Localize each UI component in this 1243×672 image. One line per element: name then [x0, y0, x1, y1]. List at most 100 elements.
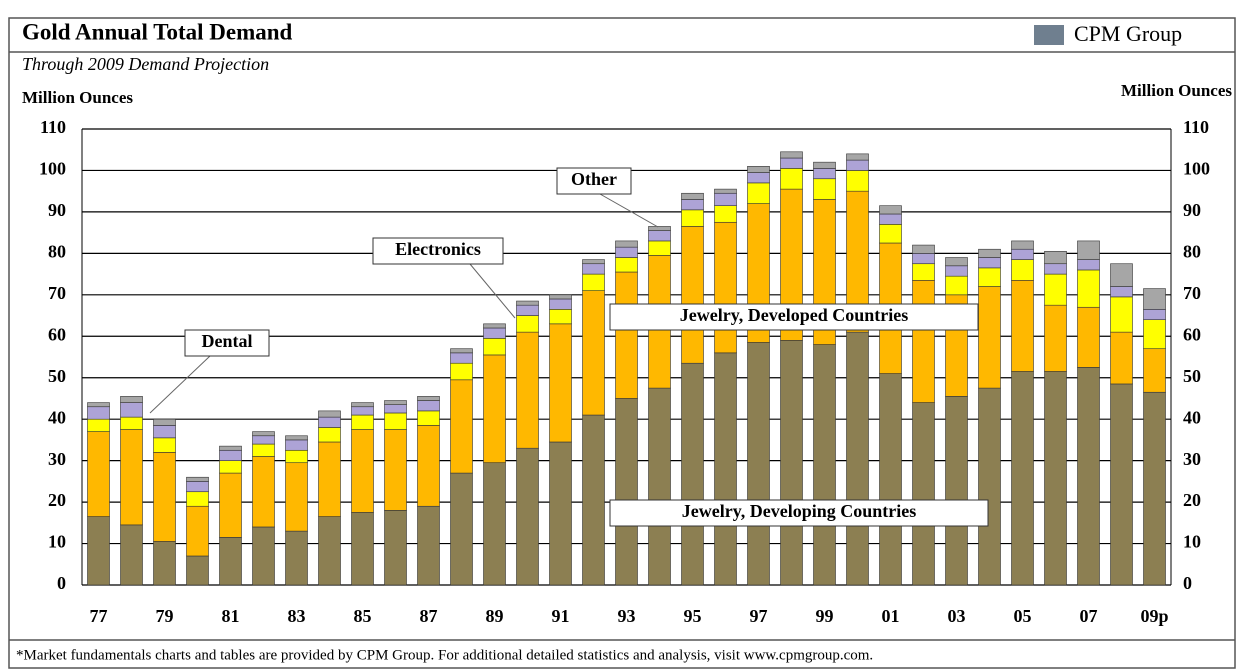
- bar-segment: [252, 431, 275, 437]
- bar-segment: [813, 161, 836, 169]
- y2-tick-label: 60: [1183, 324, 1201, 344]
- bar-segment: [1077, 269, 1100, 308]
- x-tick-label: 81: [222, 606, 240, 626]
- y2-tick-label: 40: [1183, 407, 1201, 427]
- bar-segment: [1110, 286, 1133, 298]
- bar-segment: [285, 530, 308, 586]
- bar-segment: [87, 516, 110, 586]
- bar-segment: [681, 362, 704, 586]
- bar-segment: [912, 280, 935, 403]
- bar-segment: [1110, 383, 1133, 586]
- bar-segment: [351, 429, 374, 513]
- bar-segment: [714, 192, 737, 206]
- annotation: Jewelry, Developing Countries: [682, 501, 916, 521]
- y-axis-label: Million Ounces: [22, 88, 133, 107]
- bar-segment: [186, 481, 209, 493]
- bar-segment: [186, 476, 209, 482]
- bar-segment: [219, 445, 242, 451]
- y-tick-label: 60: [48, 324, 66, 344]
- bar-segment: [879, 213, 902, 225]
- bar-segment: [549, 294, 572, 300]
- bar-segment: [1110, 296, 1133, 333]
- bar-segment: [450, 362, 473, 381]
- bar-segment: [813, 344, 836, 586]
- bar-segment: [747, 182, 770, 204]
- x-tick-label: 09p: [1140, 606, 1168, 626]
- bar-segment: [681, 226, 704, 364]
- bar-segment: [1011, 259, 1034, 281]
- bar-segment: [351, 512, 374, 586]
- bar-segment: [1143, 309, 1166, 320]
- leader-line: [149, 355, 211, 414]
- bar-segment: [1044, 263, 1067, 275]
- bar-segment: [681, 209, 704, 227]
- bar-segment: [219, 449, 242, 461]
- bar-segment: [483, 338, 506, 356]
- bar-segment: [1077, 259, 1100, 271]
- annotation-box: [184, 329, 270, 357]
- y-tick-label: 100: [39, 159, 66, 179]
- bar-segment: [516, 315, 539, 333]
- x-tick-label: 79: [156, 606, 174, 626]
- subtitle: Through 2009 Demand Projection: [22, 54, 269, 74]
- bar-segment: [879, 205, 902, 215]
- y-tick-label: 110: [40, 117, 66, 137]
- bar-segment: [1044, 250, 1067, 265]
- annotation-box: [609, 499, 989, 527]
- y2-tick-label: 0: [1183, 573, 1192, 593]
- bar-segment: [483, 327, 506, 339]
- bar-segment: [417, 425, 440, 507]
- bar-segment: [351, 414, 374, 430]
- bar-segment: [483, 323, 506, 329]
- bar-segment: [615, 246, 638, 258]
- bar-segment: [120, 402, 143, 418]
- y2-tick-label: 70: [1183, 283, 1201, 303]
- bar-segment: [1077, 240, 1100, 260]
- bar-segment: [384, 429, 407, 511]
- bar-segment: [582, 263, 605, 275]
- bar-segment: [945, 257, 968, 267]
- bar-segment: [1011, 371, 1034, 586]
- x-tick-label: 77: [90, 606, 108, 626]
- logo: CPM Group: [1074, 21, 1182, 46]
- bar-segment: [582, 259, 605, 265]
- bar-segment: [87, 431, 110, 517]
- bar-segment: [153, 452, 176, 542]
- bar-segment: [549, 323, 572, 443]
- bar-segment: [945, 265, 968, 277]
- y2-tick-label: 110: [1183, 117, 1209, 137]
- bar-segment: [978, 286, 1001, 389]
- bar-segment: [648, 230, 671, 242]
- bar-segment: [978, 267, 1001, 287]
- bar-segment: [384, 412, 407, 430]
- bar-segment: [483, 354, 506, 464]
- leader-line: [599, 193, 659, 228]
- bar-segment: [912, 244, 935, 254]
- bar-segment: [615, 240, 638, 248]
- bar-segment: [450, 379, 473, 474]
- bar-segment: [318, 516, 341, 586]
- y2-tick-label: 100: [1183, 159, 1210, 179]
- bar-segment: [252, 456, 275, 528]
- bar-segment: [516, 304, 539, 316]
- bar-segment: [120, 429, 143, 526]
- bar-segment: [780, 168, 803, 190]
- x-tick-label: 97: [750, 606, 768, 626]
- bar-segment: [384, 404, 407, 414]
- bar-segment: [714, 205, 737, 223]
- bar-segment: [1143, 348, 1166, 393]
- annotation-box: [609, 303, 979, 331]
- bar-segment: [384, 510, 407, 586]
- bar-segment: [1077, 367, 1100, 586]
- bar-segment: [846, 159, 869, 171]
- bar-segment: [813, 168, 836, 180]
- y-tick-label: 0: [57, 573, 66, 593]
- bar-segment: [582, 290, 605, 416]
- bar-segment: [1044, 371, 1067, 586]
- x-tick-label: 99: [816, 606, 834, 626]
- bar-segment: [978, 248, 1001, 258]
- x-tick-label: 91: [552, 606, 570, 626]
- bar-segment: [219, 537, 242, 586]
- bar-segment: [285, 449, 308, 464]
- bar-segment: [384, 400, 407, 405]
